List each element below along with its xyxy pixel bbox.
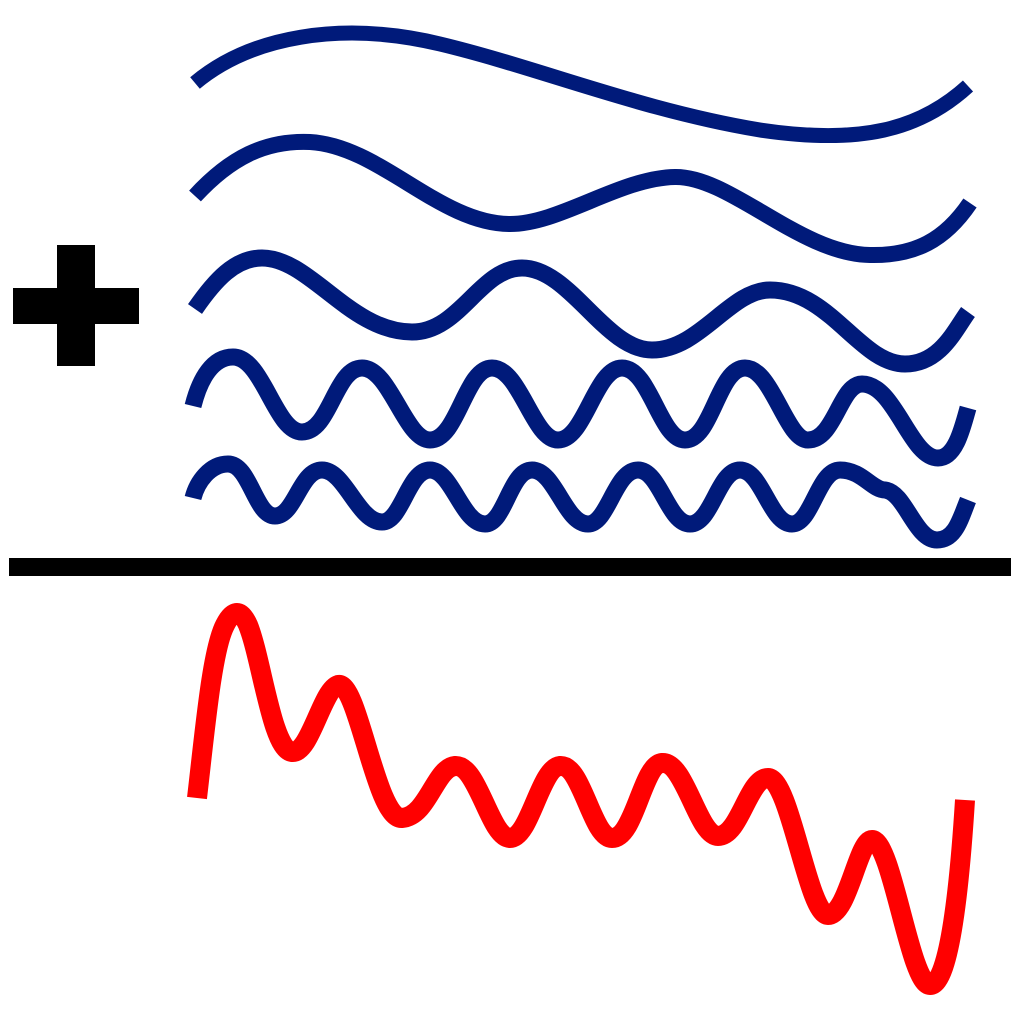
component-wave-1	[190, 25, 974, 144]
sum-divider-line	[9, 558, 1011, 576]
sum-wave	[187, 603, 975, 995]
component-wave-2	[189, 133, 977, 264]
component-wave-5	[184, 455, 976, 549]
plus-icon-horizontal	[13, 288, 139, 324]
component-wave-3	[188, 249, 975, 373]
component-waves	[184, 25, 977, 549]
plus-icon	[13, 245, 139, 366]
component-wave-4	[184, 348, 977, 467]
